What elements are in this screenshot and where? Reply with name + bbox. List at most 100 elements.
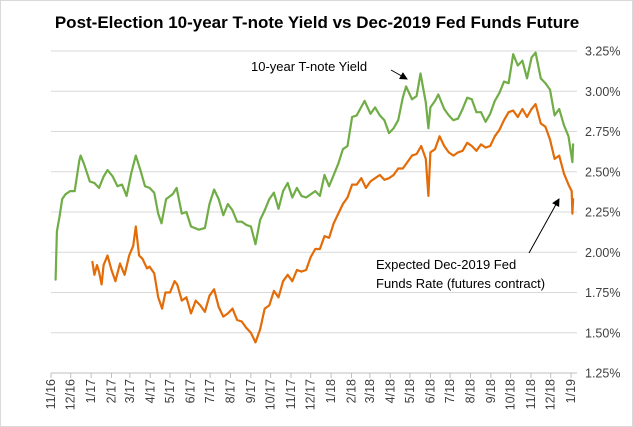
data-point xyxy=(245,327,248,329)
data-point xyxy=(493,135,496,138)
data-point xyxy=(111,175,114,178)
x-tick-label: 8/18 xyxy=(463,379,477,403)
data-point xyxy=(194,299,197,302)
data-point xyxy=(73,190,76,193)
data-point xyxy=(300,270,303,273)
data-point xyxy=(148,265,151,268)
data-point xyxy=(489,145,492,147)
data-point xyxy=(572,198,574,201)
y-tick-label: 1.75% xyxy=(585,286,620,300)
data-point xyxy=(173,280,176,283)
data-point xyxy=(102,175,105,178)
data-point xyxy=(397,167,400,170)
data-point xyxy=(282,280,284,283)
gridlines xyxy=(51,50,577,374)
x-tick-label: 1/18 xyxy=(324,379,338,403)
data-point xyxy=(572,143,574,146)
data-point xyxy=(328,185,330,188)
y-tick-label: 2.25% xyxy=(585,206,620,220)
annotation-10yr-label: 10-year T-note Yield xyxy=(251,59,367,74)
data-point xyxy=(227,203,229,205)
data-point xyxy=(314,248,317,250)
data-point xyxy=(365,187,367,189)
data-point xyxy=(369,112,372,115)
data-point xyxy=(484,146,487,149)
x-tick-label: 1/17 xyxy=(84,379,98,403)
data-point xyxy=(558,108,561,110)
data-point xyxy=(106,254,109,257)
data-point xyxy=(351,183,353,186)
x-tick-label: 8/17 xyxy=(223,379,237,403)
data-point xyxy=(567,135,570,138)
data-point xyxy=(171,193,174,196)
data-point xyxy=(217,198,220,201)
data-point xyxy=(231,209,234,212)
data-point xyxy=(452,154,455,157)
data-point xyxy=(571,161,574,164)
x-tick-label: 3/18 xyxy=(363,379,377,403)
data-point xyxy=(190,312,192,315)
data-point xyxy=(98,187,100,189)
data-point xyxy=(236,319,239,321)
data-point xyxy=(516,116,519,118)
data-point xyxy=(175,187,178,189)
chart-title: Post-Election 10-year T-note Yield vs De… xyxy=(55,13,579,32)
data-point xyxy=(323,174,326,176)
x-tick-label: 11/18 xyxy=(524,379,538,409)
data-point xyxy=(58,215,61,218)
data-point xyxy=(282,190,284,193)
x-tick-label: 12/18 xyxy=(544,379,558,410)
x-tick-label: 3/17 xyxy=(123,379,137,403)
data-point xyxy=(138,254,141,257)
data-point xyxy=(250,331,252,334)
data-point xyxy=(185,211,188,213)
data-point xyxy=(69,190,71,193)
data-point xyxy=(427,127,430,130)
data-point xyxy=(217,306,220,308)
data-point xyxy=(314,190,317,193)
data-point xyxy=(125,195,128,197)
data-point xyxy=(208,294,211,297)
data-point xyxy=(64,193,67,196)
data-point xyxy=(470,145,473,147)
data-point xyxy=(512,53,515,56)
data-point xyxy=(148,187,151,189)
data-point xyxy=(392,127,395,130)
data-point xyxy=(484,120,487,123)
data-point xyxy=(392,174,395,176)
data-point xyxy=(254,341,257,344)
data-point xyxy=(434,148,436,151)
data-point xyxy=(355,183,358,186)
annotation-fedfunds-label: Funds Rate (futures contract) xyxy=(376,276,545,291)
data-point xyxy=(351,116,353,118)
data-point xyxy=(268,304,271,307)
data-point xyxy=(526,77,528,80)
data-point xyxy=(424,158,427,160)
data-point xyxy=(424,101,427,104)
data-point xyxy=(419,72,422,75)
data-point xyxy=(204,310,206,313)
data-point xyxy=(383,178,386,181)
data-point xyxy=(461,149,464,152)
data-point xyxy=(521,108,524,110)
data-point xyxy=(277,207,280,210)
data-point xyxy=(259,328,261,331)
x-tick-label: 5/17 xyxy=(163,379,177,403)
data-point xyxy=(222,315,225,318)
data-point xyxy=(134,154,137,157)
series-line xyxy=(91,103,575,344)
data-point xyxy=(516,64,519,67)
data-point xyxy=(411,154,413,157)
data-point xyxy=(530,56,533,59)
data-point xyxy=(434,100,436,102)
data-point xyxy=(570,190,573,193)
y-tick-label: 1.50% xyxy=(585,326,620,340)
data-point xyxy=(236,220,239,223)
data-point xyxy=(291,196,294,199)
data-point xyxy=(169,291,171,294)
series-layer xyxy=(54,51,575,344)
data-point xyxy=(406,161,409,164)
data-point xyxy=(130,172,133,175)
data-point xyxy=(190,225,192,228)
